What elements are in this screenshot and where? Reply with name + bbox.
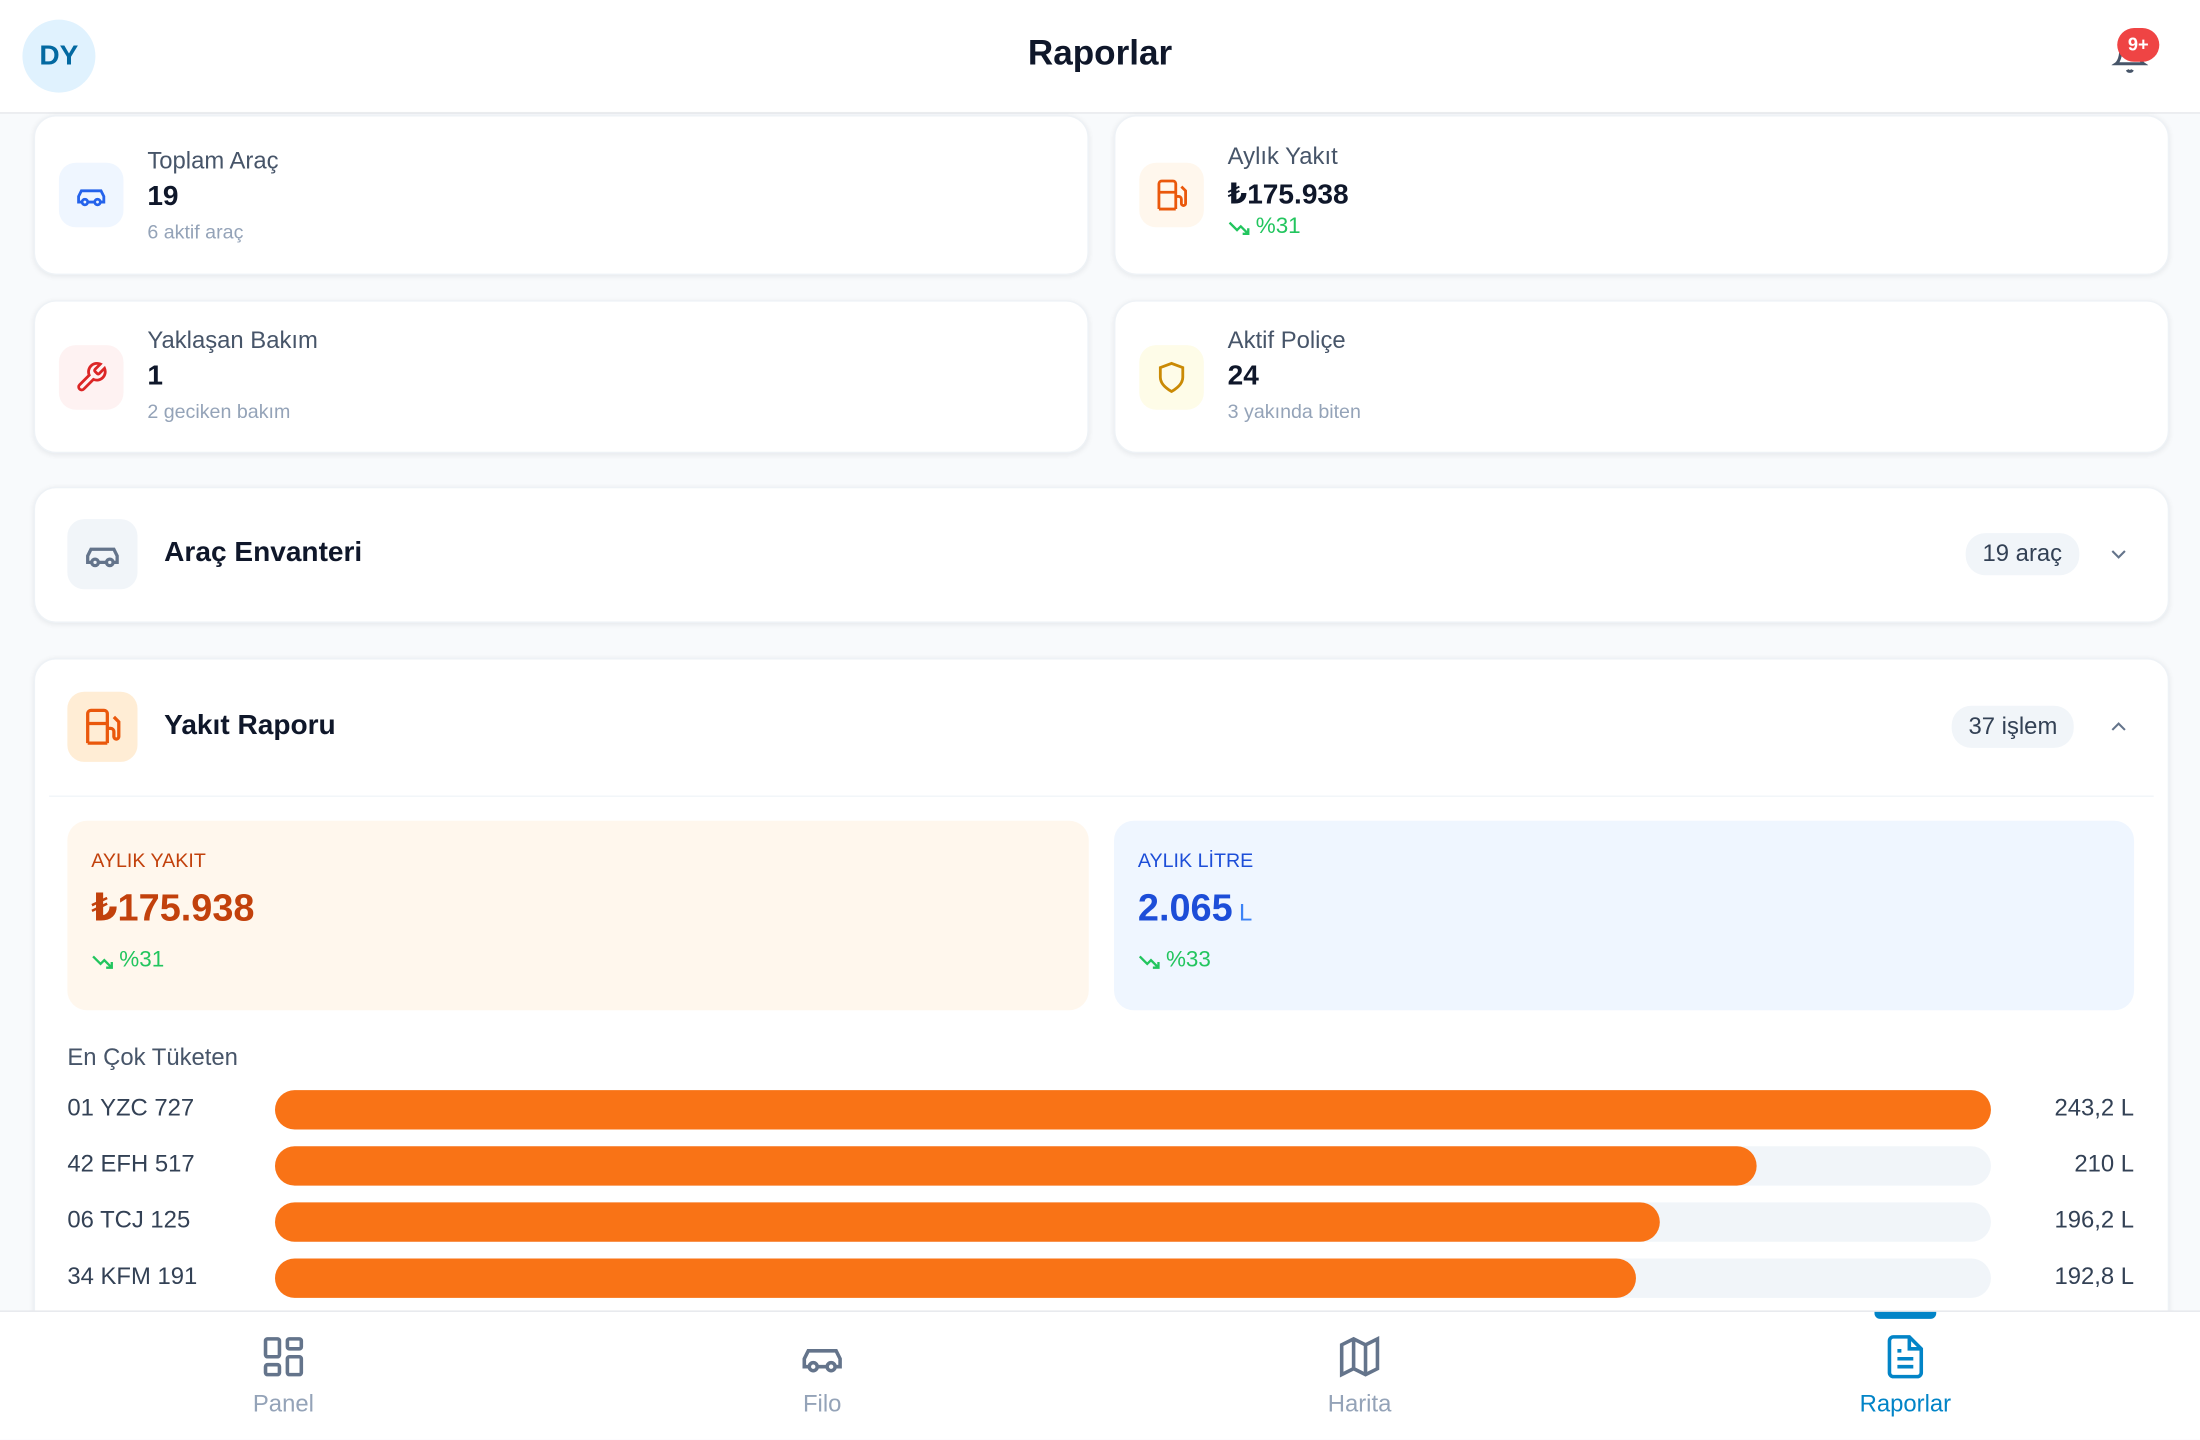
section-title: Yakıt Raporu bbox=[164, 709, 336, 741]
monthly-fuel-box: AYLIK YAKIT ₺175.938 %31 bbox=[67, 820, 1089, 1011]
icon bbox=[58, 345, 124, 410]
nav-label: Filo bbox=[802, 1390, 842, 1418]
box-value: 2.065 bbox=[1137, 886, 1233, 929]
icon bbox=[67, 519, 138, 590]
fuel-section: Yakıt Raporu 37 işlem AYLIK YAKIT ₺175.9… bbox=[33, 658, 2170, 1440]
value-label: 192,8 L bbox=[2054, 1262, 2135, 1290]
avatar[interactable]: DY bbox=[22, 19, 96, 93]
plate: 42 EFH 517 bbox=[67, 1150, 195, 1178]
active-indicator bbox=[1874, 1311, 1937, 1319]
bar bbox=[274, 1202, 1660, 1242]
nav-item[interactable]: Panel bbox=[171, 1312, 395, 1440]
bar bbox=[274, 1090, 1991, 1130]
nav-icon bbox=[260, 1333, 308, 1381]
change-text: %33 bbox=[1165, 948, 1211, 973]
stat-label: Aylık Yakıt bbox=[1227, 143, 1338, 170]
stat-value: 19 bbox=[147, 180, 179, 212]
nav-label: Panel bbox=[252, 1390, 314, 1418]
stat-sub: 2 geciken bakım bbox=[147, 399, 291, 423]
icon bbox=[67, 691, 138, 762]
icon bbox=[1139, 345, 1204, 410]
icon bbox=[58, 162, 124, 228]
nav-label: Raporlar bbox=[1859, 1390, 1952, 1418]
nav-item[interactable]: Harita bbox=[1247, 1312, 1471, 1440]
stat-value: ₺175.938 bbox=[1227, 179, 1349, 211]
stat-card[interactable]: Aktif Poliçe 24 3 yakında biten bbox=[1114, 300, 2170, 454]
page-title: Raporlar bbox=[1027, 33, 1173, 73]
count-badge: 37 işlem bbox=[1951, 705, 2075, 748]
notification-badge: 9+ bbox=[2117, 28, 2160, 62]
box-unit: L bbox=[1238, 899, 1253, 927]
bottom-nav: Panel Filo Harita Raporlar bbox=[0, 1310, 2200, 1440]
stat-label: Yaklaşan Bakım bbox=[147, 326, 318, 354]
box-value: ₺175.938 bbox=[91, 886, 255, 929]
stat-sub: 3 yakında biten bbox=[1227, 399, 1361, 423]
box-label: AYLIK YAKIT bbox=[91, 848, 206, 872]
stat-label: Toplam Araç bbox=[147, 147, 279, 174]
box-label: AYLIK LİTRE bbox=[1137, 848, 1254, 872]
stat-card[interactable]: Toplam Araç 19 6 aktif araç bbox=[33, 115, 1089, 275]
box-change: %33 bbox=[1138, 948, 1211, 973]
inventory-section[interactable]: Araç Envanteri 19 araç bbox=[33, 486, 2170, 623]
plate: 01 YZC 727 bbox=[67, 1094, 195, 1122]
divider bbox=[49, 795, 2154, 797]
stat-card[interactable]: Aylık Yakıt ₺175.938 %31 bbox=[1114, 115, 2170, 275]
stat-value: 24 bbox=[1227, 360, 1259, 392]
icon bbox=[1139, 162, 1204, 228]
bar bbox=[274, 1146, 1757, 1186]
value-label: 196,2 L bbox=[2054, 1206, 2135, 1234]
nav-label: Harita bbox=[1327, 1390, 1392, 1418]
stat-change: %31 bbox=[1228, 215, 1301, 240]
change-text: %31 bbox=[1255, 214, 1301, 239]
plate: 06 TCJ 125 bbox=[67, 1206, 191, 1234]
value-label: 210 L bbox=[2074, 1150, 2135, 1178]
change-text: %31 bbox=[119, 948, 165, 973]
box-value-wrap: 2.065 L bbox=[1138, 887, 1252, 930]
monthly-litre-box: AYLIK LİTRE 2.065 L %33 bbox=[1114, 820, 2135, 1011]
stat-sub: 6 aktif araç bbox=[147, 220, 244, 243]
count-badge: 19 araç bbox=[1965, 533, 2079, 576]
chevron-down[interactable] bbox=[2106, 542, 2131, 567]
stat-value: 1 bbox=[147, 360, 163, 392]
box-change: %31 bbox=[91, 948, 164, 973]
nav-item[interactable]: Filo bbox=[710, 1312, 934, 1440]
nav-icon bbox=[1882, 1333, 1930, 1381]
list-title: En Çok Tüketen bbox=[67, 1043, 238, 1071]
stat-label: Aktif Poliçe bbox=[1227, 326, 1346, 354]
nav-icon bbox=[798, 1333, 846, 1381]
plate: 34 KFM 191 bbox=[67, 1262, 198, 1290]
stat-card[interactable]: Yaklaşan Bakım 1 2 geciken bakım bbox=[33, 300, 1089, 454]
bar bbox=[274, 1258, 1636, 1298]
value-label: 243,2 L bbox=[2054, 1094, 2135, 1122]
top-bar: DY Raporlar 9+ bbox=[0, 0, 2200, 114]
nav-item[interactable]: Raporlar bbox=[1793, 1312, 2017, 1440]
nav-icon bbox=[1336, 1333, 1384, 1381]
section-title: Araç Envanteri bbox=[164, 537, 363, 569]
chevron-up[interactable] bbox=[2106, 714, 2131, 739]
